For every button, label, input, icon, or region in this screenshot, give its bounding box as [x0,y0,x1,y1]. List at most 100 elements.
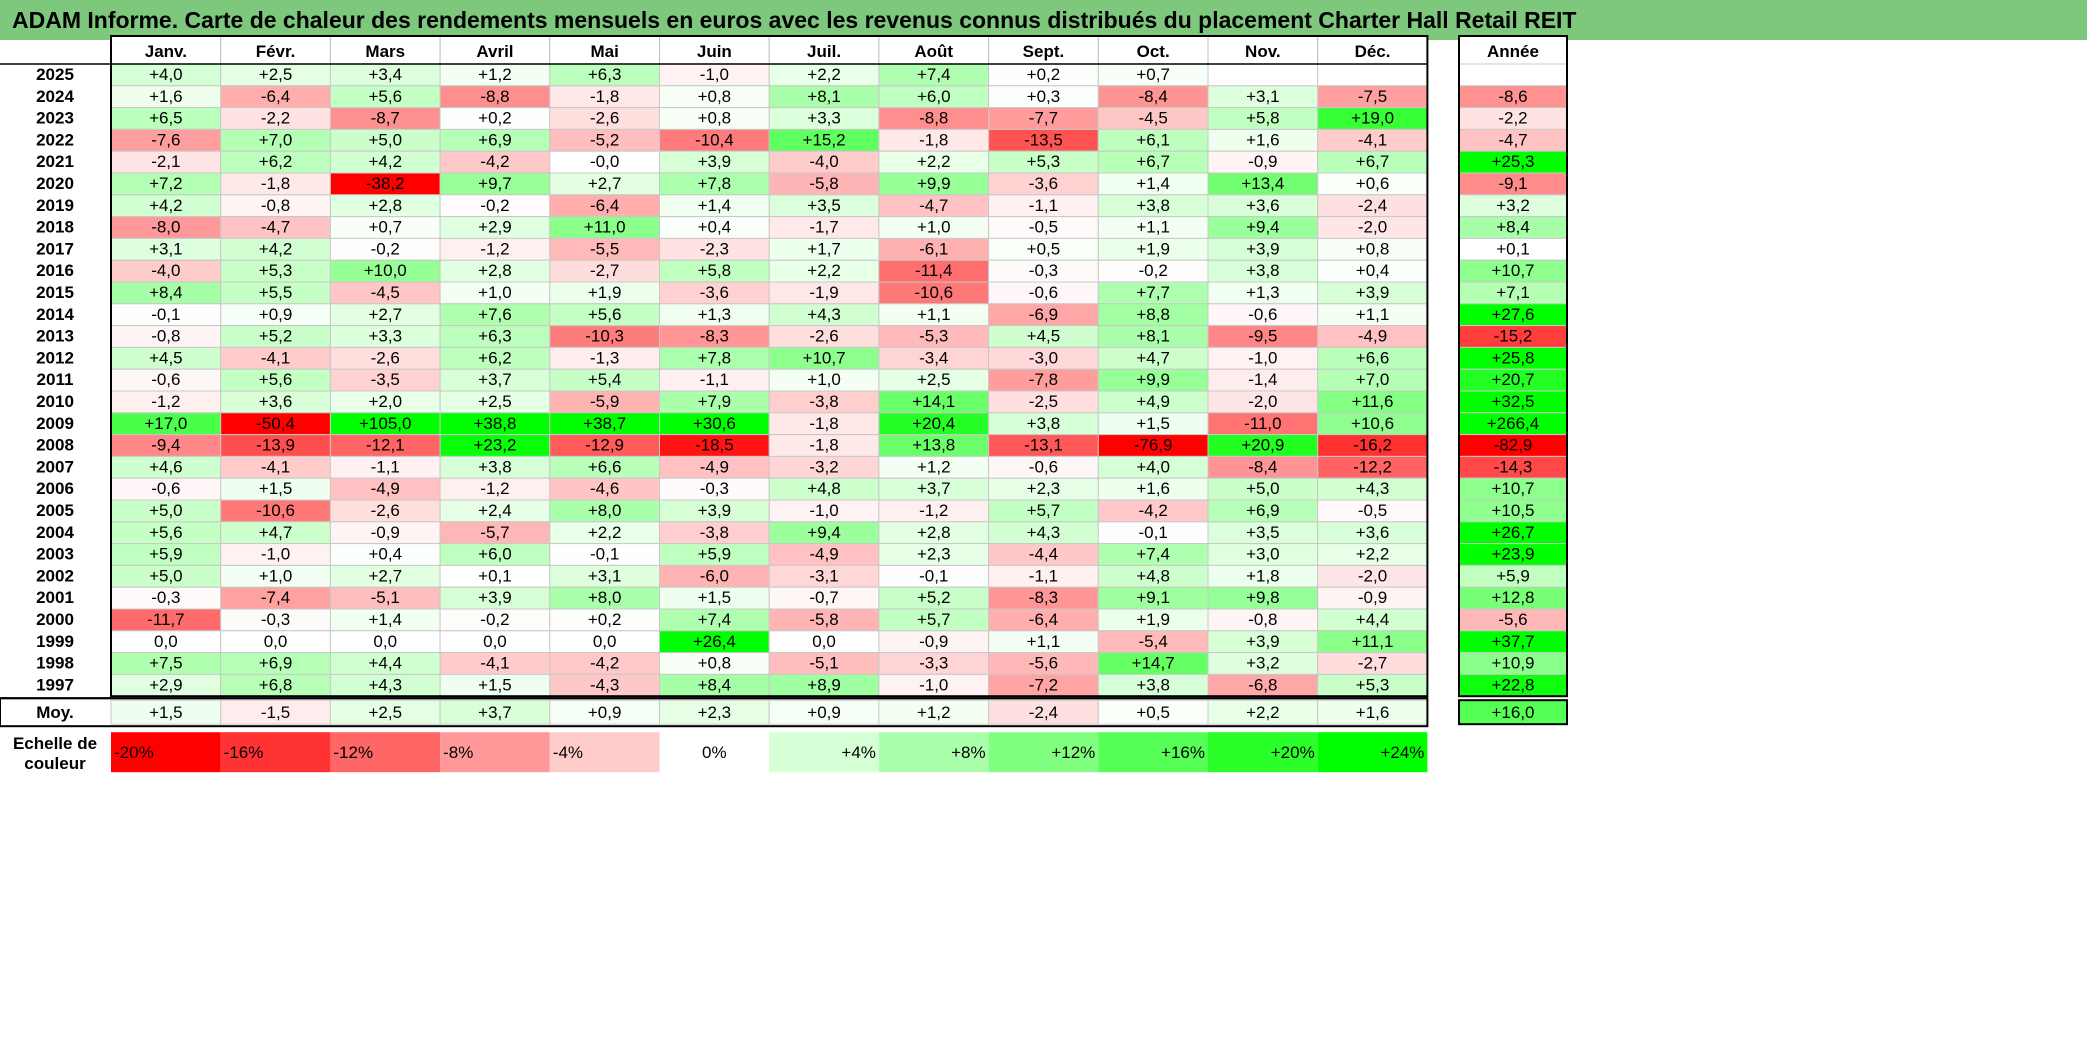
annual-cell-value: -9,1 [1498,174,1527,193]
scale-swatch-label: +4% [841,743,876,762]
heatmap-cell-value: -8,8 [480,87,509,106]
heatmap-cell-value: +4,9 [1136,392,1170,411]
heatmap-cell-value: -0,1 [1139,523,1168,542]
heatmap-cell-value: -10,4 [695,130,734,149]
column-header-label: Nov. [1245,42,1281,61]
heatmap-cell-value: +4,5 [1027,327,1061,346]
heatmap-cell-value: +1,0 [917,218,951,237]
year-label: 2012 [36,348,74,367]
annual-cell-value: +25,8 [1491,348,1534,367]
heatmap-cell-value: -0,2 [480,196,509,215]
heatmap-cell-value: -0,3 [700,479,729,498]
heatmap-cell-value: +2,2 [1356,545,1390,564]
average-cell [439,699,551,725]
heatmap-cell-value: -50,4 [256,414,295,433]
heatmap-cell-value: +6,1 [1136,130,1170,149]
average-cell-value: +0,9 [588,703,622,722]
heatmap-cell-value: -9,5 [1248,327,1277,346]
heatmap-cell-value: +0,7 [368,218,402,237]
year-label: 2006 [36,479,74,498]
heatmap-cell-value: -4,5 [371,283,400,302]
heatmap-cell-value: +2,9 [149,675,183,694]
heatmap-cell-value: -0,9 [919,632,948,651]
heatmap-cell-value: -1,8 [261,174,290,193]
heatmap-cell-value: +6,3 [588,65,622,84]
year-label: 2004 [36,523,74,542]
heatmap-cell-value: +0,4 [1356,261,1390,280]
heatmap-cell-value: +38,7 [583,414,626,433]
heatmap-cell-value: -12,1 [366,436,405,455]
heatmap-cell-value: -1,9 [809,283,838,302]
heatmap-cell-value: 0,0 [593,632,617,651]
heatmap-cell-value: +2,3 [917,545,951,564]
heatmap-cell-value: +0,4 [698,218,732,237]
heatmap-cell-value: +1,3 [698,305,732,324]
heatmap-cell-value: +2,3 [1027,479,1061,498]
heatmap-cell-value: -0,1 [919,566,948,585]
heatmap-cell-value: -6,4 [590,196,619,215]
average-cell-value: +0,5 [1136,703,1170,722]
heatmap-cell-value: +9,8 [1246,588,1280,607]
year-label: 2005 [36,501,74,520]
column-header-label: Janv. [145,42,187,61]
heatmap-cell-value: -0,2 [1139,261,1168,280]
heatmap-cell-value: +4,0 [149,65,183,84]
heatmap-cell-value: -8,3 [700,327,729,346]
scale-swatch-label: +12% [1051,743,1095,762]
annual-cell-value: +7,1 [1496,283,1530,302]
heatmap-cell-value: -1,0 [919,675,948,694]
heatmap-cell-value: -0,1 [590,545,619,564]
year-label: 2009 [36,414,74,433]
heatmap-cell-value: +4,7 [259,523,293,542]
heatmap-cell-value: +1,0 [259,566,293,585]
column-header-label: Juin [697,42,732,61]
heatmap-cell-value: +1,9 [1136,239,1170,258]
heatmap-cell-value: +7,7 [1136,283,1170,302]
heatmap-cell-value: +5,9 [149,545,183,564]
scale-swatch-label: -8% [443,743,473,762]
heatmap-cell-value: +5,3 [1027,152,1061,171]
heatmap-cell-value: -0,6 [1248,305,1277,324]
heatmap-cell-value: -2,6 [590,109,619,128]
year-label: 2024 [36,87,74,106]
heatmap-cell-value: -1,2 [151,392,180,411]
year-label: 2019 [36,196,74,215]
heatmap-cell-value: -13,1 [1024,436,1063,455]
year-label: 1999 [36,632,74,651]
heatmap-cell-value: -5,2 [590,130,619,149]
heatmap-cell-value: +7,4 [698,610,732,629]
heatmap-cell-value: +2,8 [368,196,402,215]
heatmap-cell-value: -4,0 [809,152,838,171]
heatmap-cell-value: -1,1 [700,370,729,389]
annual-grid-frame [1458,35,1568,698]
annual-cell-value: +0,1 [1496,239,1530,258]
heatmap-cell-value: -0,3 [261,610,290,629]
heatmap-cell-value: +1,3 [1246,283,1280,302]
heatmap-cell-value: -5,8 [809,174,838,193]
average-cell-value: +2,2 [1246,703,1280,722]
heatmap-cell-value: +0,8 [698,109,732,128]
scale-swatch-label: -16% [224,743,264,762]
heatmap-cell-value: -2,1 [151,152,180,171]
year-label: 2018 [36,218,74,237]
annual-cell-value: +12,8 [1491,588,1534,607]
heatmap-cell-value: +7,6 [478,305,512,324]
heatmap-cell-value: -1,8 [919,130,948,149]
heatmap-cell-value: -4,2 [590,654,619,673]
heatmap-cell-value: -2,7 [1358,654,1387,673]
heatmap-cell-value: +5,0 [149,501,183,520]
scale-swatch-label: +8% [951,743,986,762]
average-cell [329,699,441,725]
heatmap-cell-value: +0,2 [1027,65,1061,84]
heatmap-cell-value: +5,0 [149,566,183,585]
heatmap-cell-value: +9,4 [807,523,841,542]
heatmap-cell-value: +20,9 [1241,436,1284,455]
heatmap-cell-value: +3,3 [368,327,402,346]
average-cell [1207,699,1319,725]
average-cell-value: +0,9 [807,703,841,722]
heatmap-cell-value: +6,9 [259,654,293,673]
heatmap-cell-value: +2,7 [368,305,402,324]
column-header-label: Avril [476,42,513,61]
scale-swatch-label: +16% [1161,743,1205,762]
